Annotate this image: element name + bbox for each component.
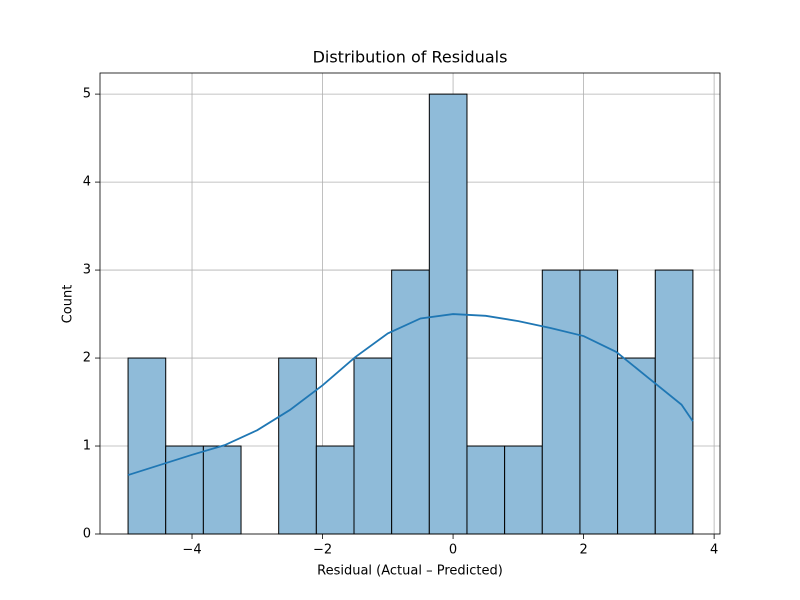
x-axis-label: Residual (Actual – Predicted) xyxy=(317,564,503,579)
y-axis-label: Count xyxy=(61,285,76,324)
x-tick-label: −2 xyxy=(313,543,332,558)
kde-line xyxy=(127,313,694,476)
bar xyxy=(466,445,506,535)
bar xyxy=(504,445,543,535)
bar xyxy=(353,357,393,535)
x-tick-label: 0 xyxy=(449,543,457,558)
y-tick-label: 2 xyxy=(83,351,91,366)
bar xyxy=(541,269,581,535)
y-tick-label: 1 xyxy=(83,439,91,454)
y-tick-label: 0 xyxy=(83,527,91,542)
x-tick-label: −4 xyxy=(182,543,201,558)
bar xyxy=(315,445,355,535)
y-tick-label: 4 xyxy=(83,175,91,190)
bar xyxy=(654,269,694,535)
bar xyxy=(127,357,167,535)
bar xyxy=(165,445,204,535)
x-tick-label: 4 xyxy=(710,543,718,558)
bar xyxy=(579,269,619,535)
bar xyxy=(202,445,242,535)
bar xyxy=(278,357,317,535)
chart-title: Distribution of Residuals xyxy=(313,48,508,67)
y-tick-label: 3 xyxy=(83,263,91,278)
plot-frame xyxy=(99,72,721,535)
y-tick-label: 5 xyxy=(83,87,91,102)
bar xyxy=(391,269,430,535)
x-tick-label: 2 xyxy=(579,543,587,558)
bar xyxy=(617,357,656,535)
